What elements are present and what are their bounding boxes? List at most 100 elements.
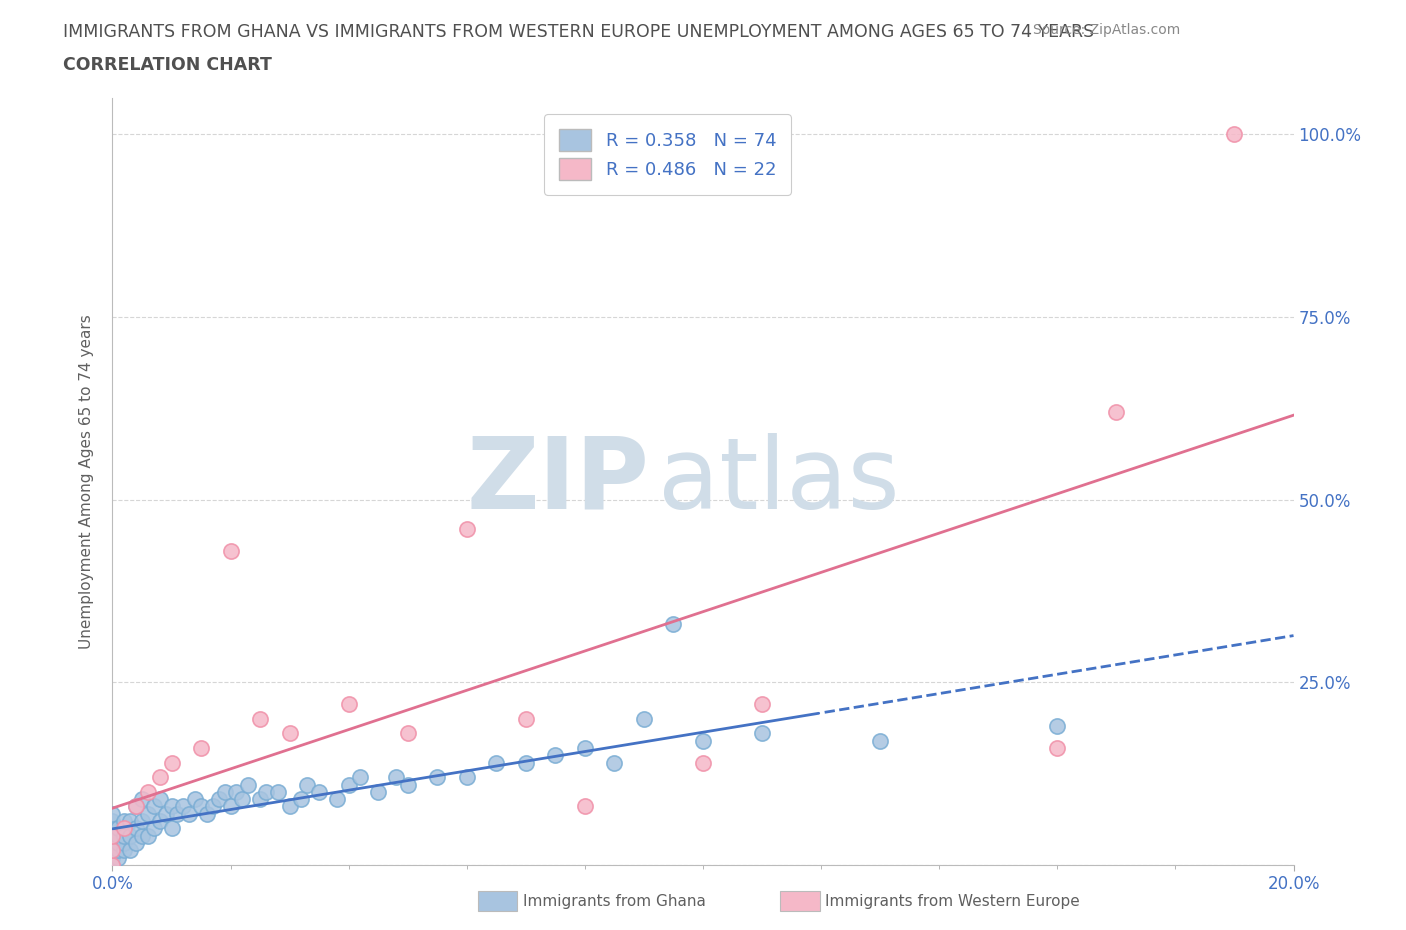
Point bbox=[1105, 405, 1128, 419]
Point bbox=[426, 770, 449, 785]
Point bbox=[238, 777, 260, 792]
Point bbox=[214, 784, 236, 799]
Text: IMMIGRANTS FROM GHANA VS IMMIGRANTS FROM WESTERN EUROPE UNEMPLOYMENT AMONG AGES : IMMIGRANTS FROM GHANA VS IMMIGRANTS FROM… bbox=[63, 23, 1094, 41]
Point bbox=[190, 799, 212, 814]
Point bbox=[225, 784, 247, 799]
Point bbox=[136, 806, 159, 821]
Point bbox=[869, 733, 891, 748]
Text: CORRELATION CHART: CORRELATION CHART bbox=[63, 56, 273, 73]
Point bbox=[120, 843, 142, 857]
Point bbox=[278, 799, 301, 814]
Point bbox=[278, 726, 301, 741]
Point bbox=[125, 799, 148, 814]
Text: Immigrants from Western Europe: Immigrants from Western Europe bbox=[825, 894, 1080, 909]
Point bbox=[155, 806, 177, 821]
Point bbox=[101, 850, 124, 865]
Point bbox=[107, 835, 129, 850]
Point bbox=[131, 829, 153, 844]
Point bbox=[172, 799, 194, 814]
Point bbox=[254, 784, 277, 799]
Point bbox=[456, 770, 478, 785]
Point bbox=[101, 835, 124, 850]
Point bbox=[290, 791, 312, 806]
Point bbox=[208, 791, 231, 806]
Point bbox=[385, 770, 408, 785]
Point bbox=[120, 814, 142, 829]
Y-axis label: Unemployment Among Ages 65 to 74 years: Unemployment Among Ages 65 to 74 years bbox=[79, 314, 94, 648]
Point bbox=[249, 711, 271, 726]
Point bbox=[231, 791, 253, 806]
Point bbox=[149, 814, 172, 829]
Point bbox=[267, 784, 290, 799]
Point bbox=[142, 799, 165, 814]
Point bbox=[1046, 740, 1069, 755]
Point bbox=[107, 843, 129, 857]
Point bbox=[136, 829, 159, 844]
Point bbox=[107, 850, 129, 865]
Point bbox=[396, 777, 419, 792]
Point bbox=[662, 617, 685, 631]
Text: Source: ZipAtlas.com: Source: ZipAtlas.com bbox=[1033, 23, 1181, 37]
Point bbox=[101, 806, 124, 821]
Point bbox=[131, 791, 153, 806]
Point bbox=[574, 740, 596, 755]
Point bbox=[219, 799, 242, 814]
Point bbox=[308, 784, 330, 799]
Point bbox=[692, 755, 714, 770]
Text: Immigrants from Ghana: Immigrants from Ghana bbox=[523, 894, 706, 909]
Point bbox=[107, 821, 129, 836]
Point bbox=[142, 821, 165, 836]
Point bbox=[544, 748, 567, 763]
Point bbox=[160, 755, 183, 770]
Point bbox=[326, 791, 349, 806]
Point bbox=[112, 843, 135, 857]
Point bbox=[160, 799, 183, 814]
Point bbox=[112, 835, 135, 850]
Point bbox=[751, 697, 773, 711]
Point bbox=[349, 770, 371, 785]
Point bbox=[633, 711, 655, 726]
Point bbox=[112, 829, 135, 844]
Point bbox=[515, 755, 537, 770]
Point bbox=[149, 770, 172, 785]
Point bbox=[337, 697, 360, 711]
Point bbox=[515, 711, 537, 726]
Point bbox=[112, 821, 135, 836]
Point bbox=[101, 843, 124, 857]
Point bbox=[195, 806, 218, 821]
Point bbox=[160, 821, 183, 836]
Point bbox=[1223, 126, 1246, 141]
Point bbox=[101, 821, 124, 836]
Point bbox=[692, 733, 714, 748]
Point bbox=[603, 755, 626, 770]
Point bbox=[125, 821, 148, 836]
Point bbox=[136, 784, 159, 799]
Point bbox=[219, 543, 242, 558]
Point bbox=[337, 777, 360, 792]
Point bbox=[120, 829, 142, 844]
Point bbox=[101, 843, 124, 857]
Point bbox=[166, 806, 188, 821]
Point bbox=[190, 740, 212, 755]
Point bbox=[107, 829, 129, 844]
Point bbox=[101, 814, 124, 829]
Legend: R = 0.358   N = 74, R = 0.486   N = 22: R = 0.358 N = 74, R = 0.486 N = 22 bbox=[544, 114, 790, 194]
Point bbox=[485, 755, 508, 770]
Point bbox=[249, 791, 271, 806]
Point bbox=[131, 814, 153, 829]
Point bbox=[179, 806, 201, 821]
Point bbox=[201, 799, 224, 814]
Point bbox=[396, 726, 419, 741]
Point bbox=[149, 791, 172, 806]
Point bbox=[112, 814, 135, 829]
Point bbox=[367, 784, 389, 799]
Point bbox=[125, 835, 148, 850]
Text: ZIP: ZIP bbox=[467, 432, 650, 530]
Point bbox=[101, 829, 124, 844]
Point bbox=[751, 726, 773, 741]
Point bbox=[101, 857, 124, 872]
Point bbox=[456, 522, 478, 537]
Point bbox=[1046, 719, 1069, 734]
Text: atlas: atlas bbox=[658, 432, 900, 530]
Point bbox=[297, 777, 319, 792]
